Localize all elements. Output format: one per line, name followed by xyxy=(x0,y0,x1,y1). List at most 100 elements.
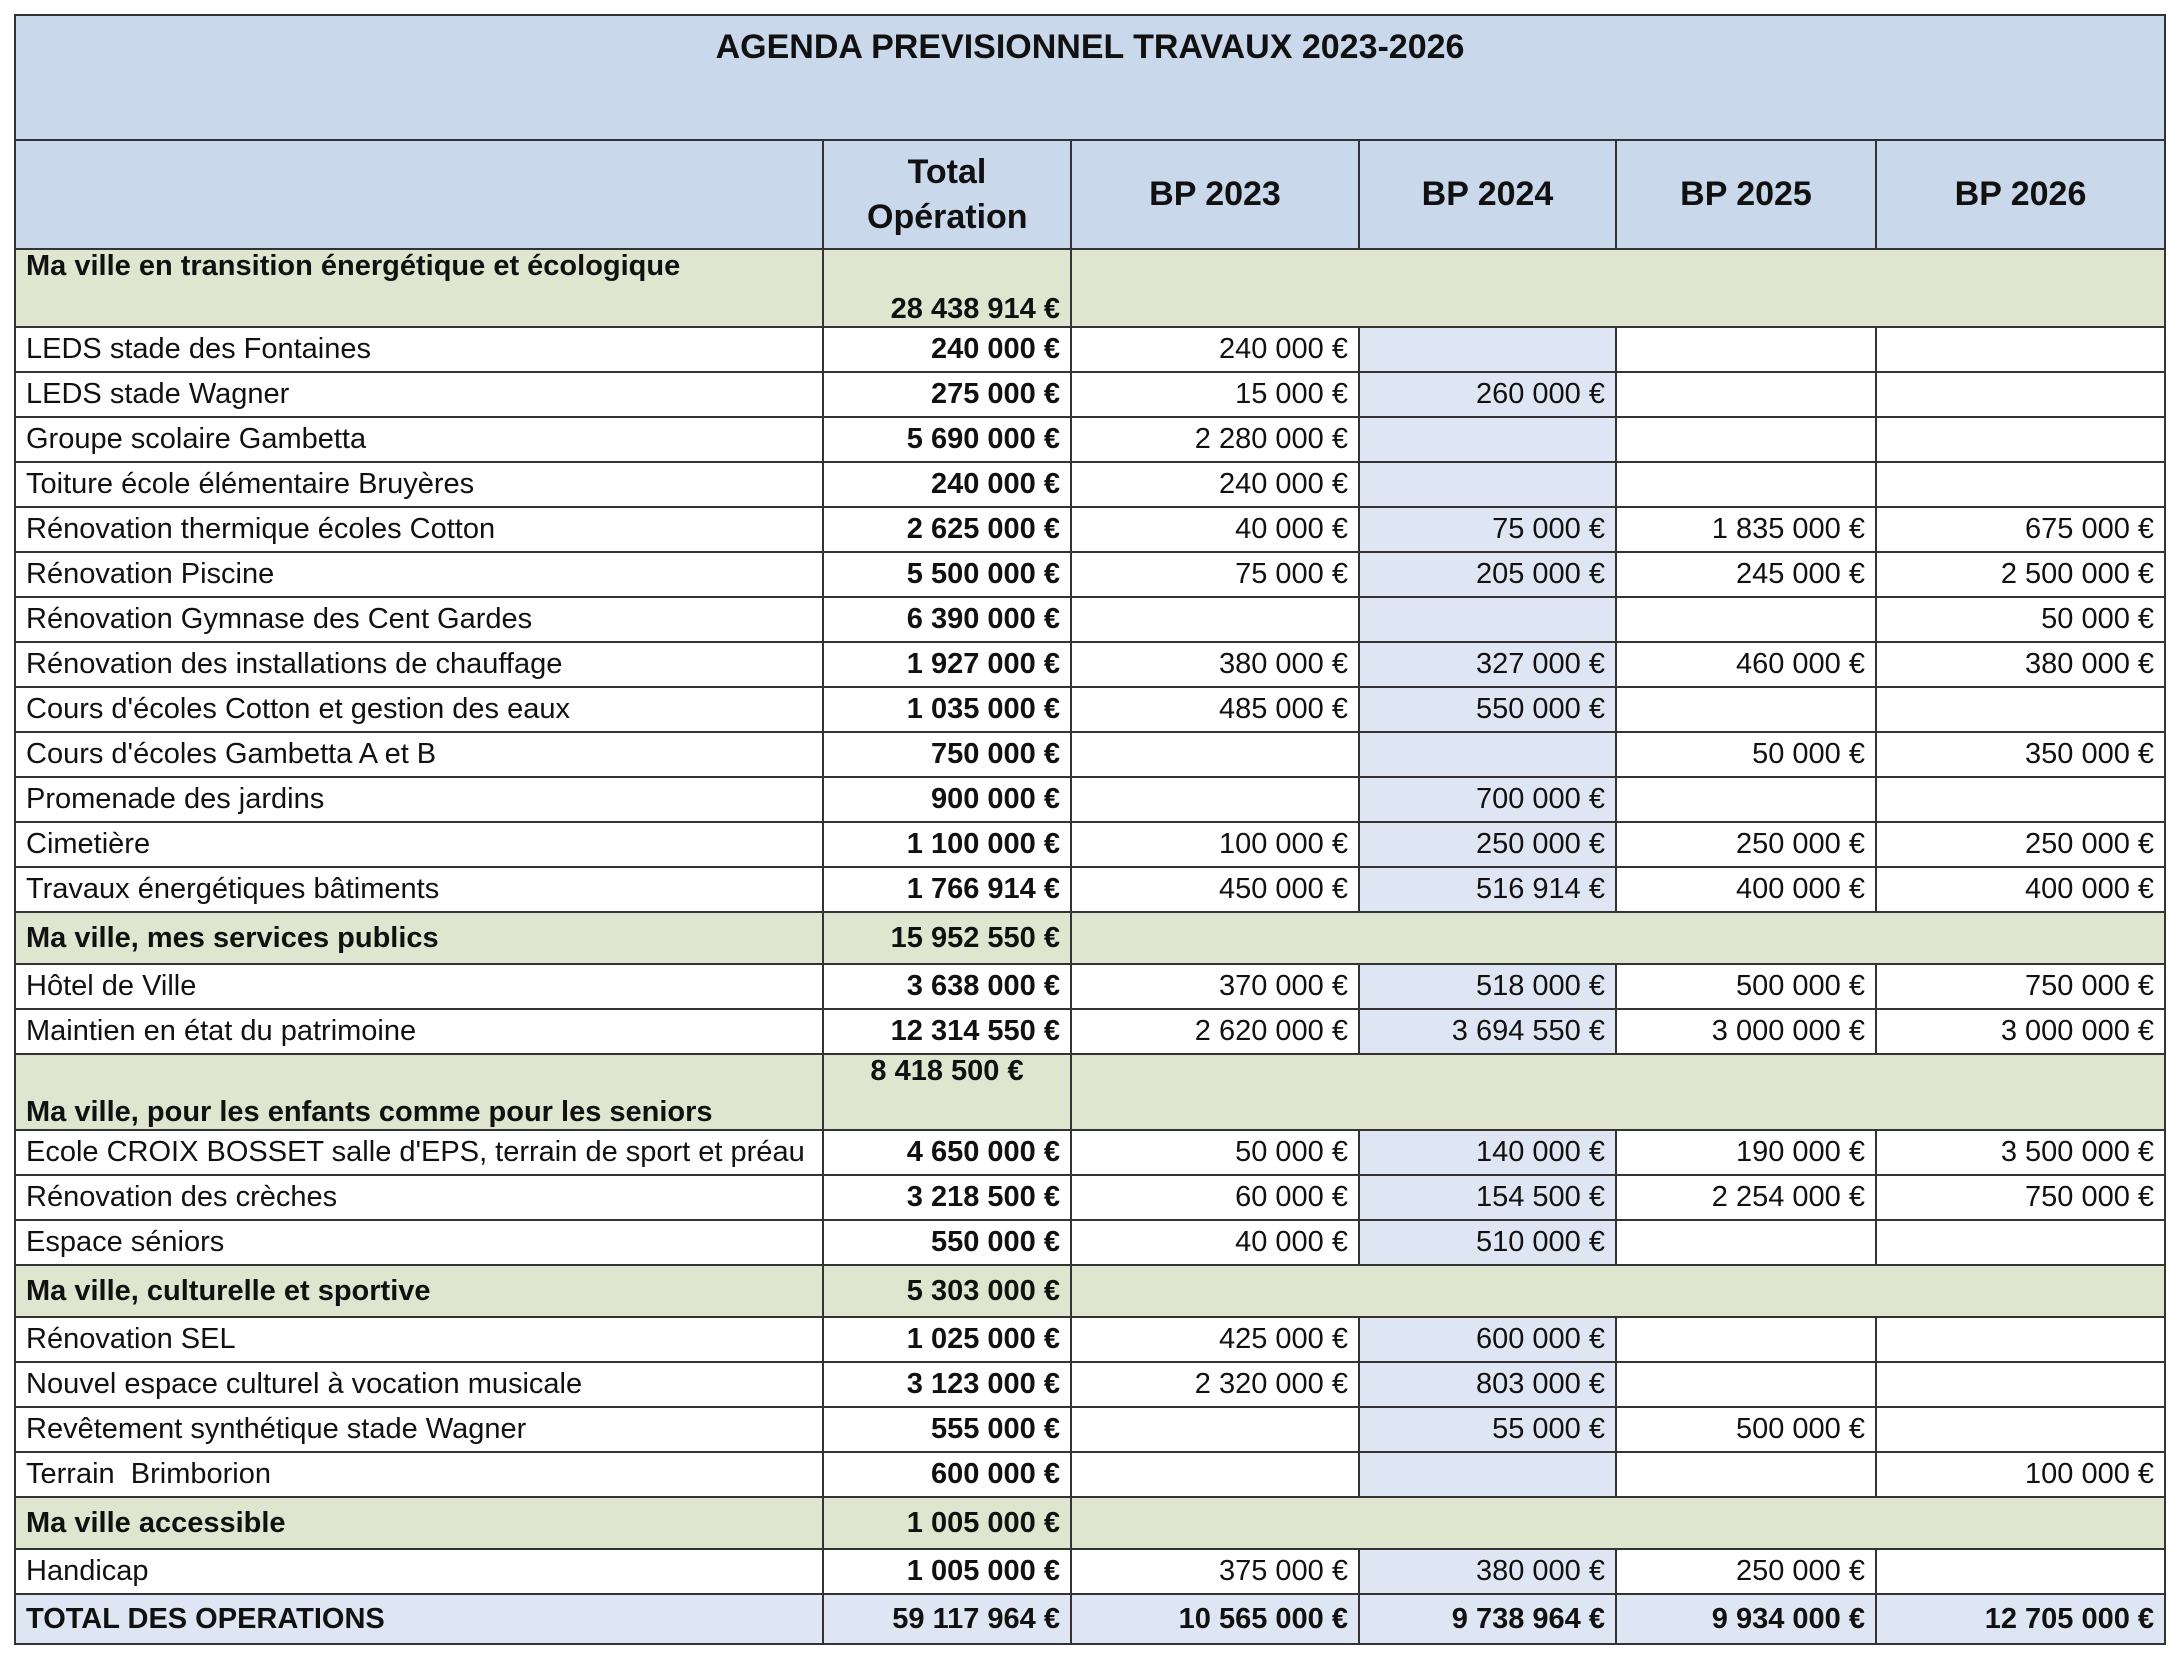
item-amount: 2 280 000 € xyxy=(1070,416,1360,463)
item-amount: 100 000 € xyxy=(1070,821,1360,868)
item-amount: 245 000 € xyxy=(1615,551,1877,598)
item-label: Hôtel de Ville xyxy=(14,963,824,1010)
section-filler xyxy=(1359,911,1616,965)
item-label: Rénovation des crèches xyxy=(14,1174,824,1221)
section-filler xyxy=(1616,1496,1876,1550)
item-row: Nouvel espace culturel à vocation musica… xyxy=(14,1361,2167,1408)
item-amount: 50 000 € xyxy=(1070,1129,1360,1176)
item-amount: 516 914 € xyxy=(1358,866,1617,913)
section-filler xyxy=(1359,1496,1616,1550)
item-amount: 50 000 € xyxy=(1615,731,1877,778)
section-filler xyxy=(1071,1496,1359,1550)
item-row: Cours d'écoles Cotton et gestion des eau… xyxy=(14,686,2167,733)
item-amount: 75 000 € xyxy=(1358,506,1617,553)
item-label: Rénovation des installations de chauffag… xyxy=(14,641,824,688)
item-label: Revêtement synthétique stade Wagner xyxy=(14,1406,824,1453)
item-amount: 485 000 € xyxy=(1070,686,1360,733)
item-amount: 2 320 000 € xyxy=(1070,1361,1360,1408)
column-header-text: BP 2023 xyxy=(1149,175,1281,214)
item-label: Rénovation Piscine xyxy=(14,551,824,598)
section-filler xyxy=(1876,1264,2167,1318)
item-amount: 380 000 € xyxy=(1358,1548,1617,1595)
item-amount xyxy=(1358,731,1617,778)
works-table: AGENDA PREVISIONNEL TRAVAUX 2023-2026 To… xyxy=(13,14,2167,1645)
item-amount xyxy=(1874,1316,2167,1363)
item-amount xyxy=(1874,1406,2167,1453)
item-amount xyxy=(1874,416,2167,463)
item-amount: 50 000 € xyxy=(1874,596,2167,643)
item-row: Hôtel de Ville 3 638 000 €370 000 €518 00… xyxy=(14,963,2167,1010)
item-total: 4 650 000 € xyxy=(822,1129,1072,1176)
item-amount xyxy=(1070,1406,1360,1453)
item-total: 1 766 914 € xyxy=(822,866,1072,913)
item-total: 550 000 € xyxy=(822,1219,1072,1266)
item-label: LEDS stade Wagner xyxy=(14,371,824,418)
section-title: Ma ville, culturelle et sportive xyxy=(14,1264,823,1318)
item-amount xyxy=(1358,326,1617,373)
item-row: Terrain Brimborion 600 000 € 100 000 € xyxy=(14,1451,2167,1498)
item-amount: 260 000 € xyxy=(1358,371,1617,418)
item-row: Rénovation des installations de chauffag… xyxy=(14,641,2167,688)
item-total: 12 314 550 € xyxy=(822,1008,1072,1055)
item-amount: 250 000 € xyxy=(1615,821,1877,868)
item-total: 6 390 000 € xyxy=(822,596,1072,643)
item-label: Terrain Brimborion xyxy=(14,1451,824,1498)
item-amount xyxy=(1615,596,1877,643)
item-amount xyxy=(1615,686,1877,733)
item-amount: 60 000 € xyxy=(1070,1174,1360,1221)
column-header: BP 2024 xyxy=(1358,139,1617,250)
item-amount: 380 000 € xyxy=(1874,641,2167,688)
header-row: Total Opération BP 2023 BP 2024 BP 2025 BP 2… xyxy=(14,139,2167,250)
item-label: Rénovation SEL xyxy=(14,1316,824,1363)
item-amount: 140 000 € xyxy=(1358,1129,1617,1176)
section-filler xyxy=(1876,1053,2167,1131)
column-header-text: BP 2026 xyxy=(1954,175,2087,214)
section-row: Ma ville, mes services publics 15 952 550… xyxy=(14,911,2167,965)
section-title: Ma ville, pour les enfants comme pour le… xyxy=(14,1053,823,1131)
item-amount: 40 000 € xyxy=(1070,506,1360,553)
item-amount xyxy=(1615,776,1877,823)
section-filler xyxy=(1616,248,1876,328)
header-empty xyxy=(14,139,824,250)
item-amount xyxy=(1874,1548,2167,1595)
item-total: 1 927 000 € xyxy=(822,641,1072,688)
item-row: Espace séniors 550 000 €40 000 €510 000 € xyxy=(14,1219,2167,1266)
item-amount: 190 000 € xyxy=(1615,1129,1877,1176)
item-label: Toiture école élémentaire Bruyères xyxy=(14,461,824,508)
section-filler xyxy=(1071,1264,1359,1318)
item-row: Groupe scolaire Gambetta 5 690 000 €2 280… xyxy=(14,416,2167,463)
item-amount: 250 000 € xyxy=(1874,821,2167,868)
item-total: 600 000 € xyxy=(822,1451,1072,1498)
section-filler xyxy=(1616,911,1876,965)
section-filler xyxy=(1616,1053,1876,1131)
section-total: 8 418 500 € xyxy=(822,1053,1072,1131)
item-amount xyxy=(1615,1451,1877,1498)
item-amount: 518 000 € xyxy=(1358,963,1617,1010)
item-amount: 40 000 € xyxy=(1070,1219,1360,1266)
section-total: 28 438 914 € xyxy=(822,248,1072,328)
item-amount xyxy=(1874,326,2167,373)
item-amount xyxy=(1615,371,1877,418)
section-filler xyxy=(1359,248,1616,328)
grand-total-year: 9 934 000 € xyxy=(1615,1593,1877,1645)
item-label: Groupe scolaire Gambetta xyxy=(14,416,824,463)
item-amount: 250 000 € xyxy=(1358,821,1617,868)
item-total: 1 025 000 € xyxy=(822,1316,1072,1363)
item-amount xyxy=(1874,461,2167,508)
item-total: 240 000 € xyxy=(822,326,1072,373)
item-total: 900 000 € xyxy=(822,776,1072,823)
table-body: AGENDA PREVISIONNEL TRAVAUX 2023-2026 To… xyxy=(13,14,2167,1645)
item-amount: 327 000 € xyxy=(1358,641,1617,688)
section-filler xyxy=(1359,1053,1616,1131)
item-row: Rénovation Gymnase des Cent Gardes 6 390 … xyxy=(14,596,2167,643)
item-amount xyxy=(1874,371,2167,418)
item-amount: 3 500 000 € xyxy=(1874,1129,2167,1176)
item-amount xyxy=(1615,1316,1877,1363)
grand-total-year: 9 738 964 € xyxy=(1358,1593,1617,1645)
item-label: LEDS stade des Fontaines xyxy=(14,326,824,373)
item-label: Ecole CROIX BOSSET salle d'EPS, terrain … xyxy=(14,1129,824,1176)
item-row: Handicap 1 005 000 €375 000 €380 000 €250… xyxy=(14,1548,2167,1595)
item-amount: 250 000 € xyxy=(1615,1548,1877,1595)
item-amount: 154 500 € xyxy=(1358,1174,1617,1221)
